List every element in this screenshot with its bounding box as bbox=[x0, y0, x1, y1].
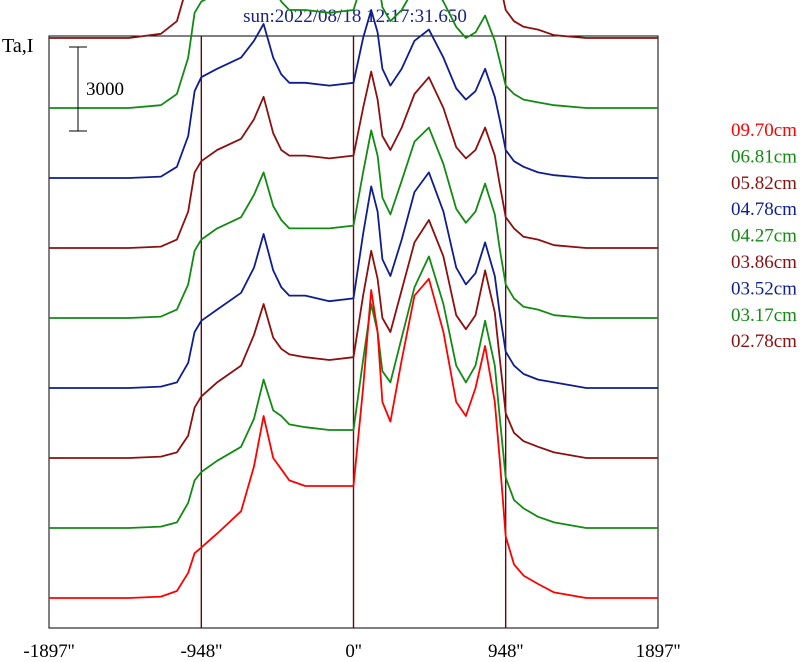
legend-entry-09.70cm: 09.70cm bbox=[731, 120, 797, 141]
x-tick-label: -1897'' bbox=[23, 641, 74, 662]
series-line-03.17cm bbox=[49, 0, 658, 109]
series-line-03.52cm bbox=[49, 9, 658, 179]
y-axis-label: Ta,I bbox=[2, 35, 33, 57]
chart-title: sun:2022/08/18 12:17:31.650 bbox=[243, 6, 467, 27]
series-line-05.82cm bbox=[49, 219, 658, 459]
legend-entry-03.52cm: 03.52cm bbox=[731, 278, 797, 299]
legend-entry-02.78cm: 02.78cm bbox=[731, 331, 797, 352]
x-tick-label: -948'' bbox=[180, 641, 222, 662]
legend-entry-03.86cm: 03.86cm bbox=[731, 252, 797, 273]
vertical-lines bbox=[200, 36, 507, 628]
legend-entry-06.81cm: 06.81cm bbox=[731, 146, 797, 167]
series-line-04.27cm bbox=[49, 126, 658, 319]
legend: 09.70cm 06.81cm 05.82cm 04.78cm 04.27cm 03.86… bbox=[731, 120, 797, 352]
x-tick-labels: -1897'' -948'' 0'' 948'' 1897'' bbox=[23, 641, 680, 662]
series-line-09.70cm bbox=[49, 277, 658, 599]
scale-bar-label: 3000 bbox=[86, 79, 124, 100]
x-tick-label: 1897'' bbox=[636, 641, 681, 662]
legend-entry-04.78cm: 04.78cm bbox=[731, 199, 797, 220]
x-tick-label: 0'' bbox=[345, 641, 361, 662]
series-line-02.78cm bbox=[49, 0, 658, 39]
series-line-03.86cm bbox=[49, 70, 658, 249]
series-group bbox=[49, 0, 658, 599]
scale-bar: 3000 bbox=[69, 46, 124, 132]
series-line-04.78cm bbox=[49, 171, 658, 389]
legend-entry-04.27cm: 04.27cm bbox=[731, 226, 797, 247]
legend-entry-05.82cm: 05.82cm bbox=[731, 173, 797, 194]
x-tick-label: 948'' bbox=[488, 641, 523, 662]
legend-entry-03.17cm: 03.17cm bbox=[731, 305, 797, 326]
